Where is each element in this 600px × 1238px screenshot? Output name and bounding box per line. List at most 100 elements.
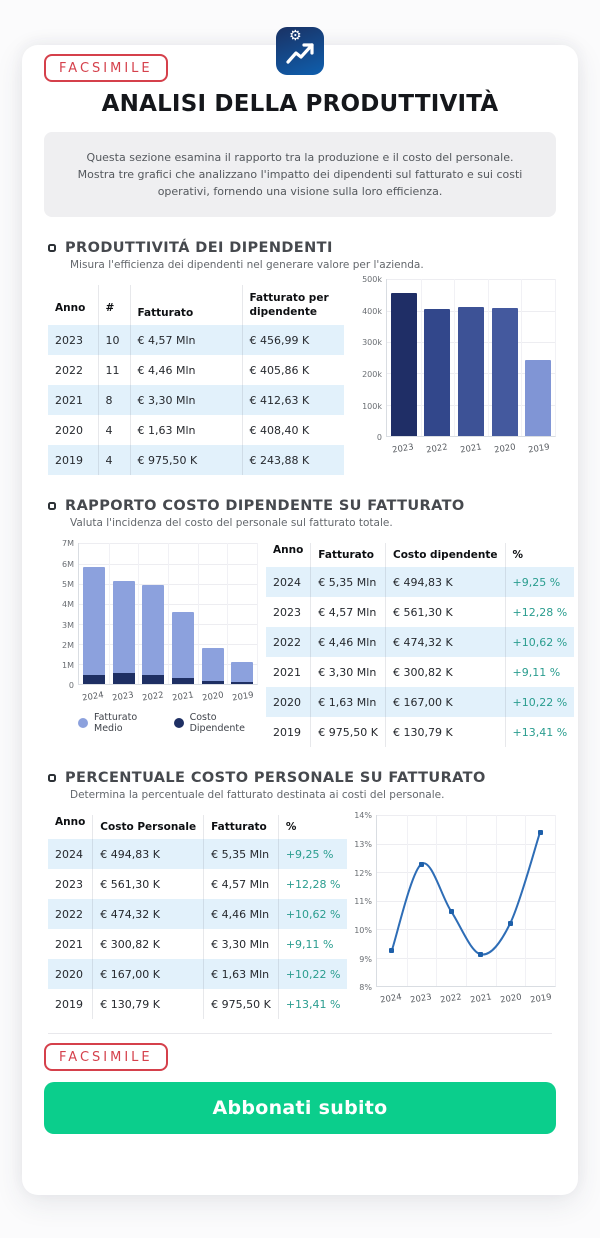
trend-arrow-icon [286, 43, 314, 64]
column-header: % [285, 821, 297, 834]
column-header: Anno [48, 280, 99, 321]
y-tick-label: 8% [359, 983, 372, 993]
table-cell: 4 [98, 415, 131, 446]
bar-segment-fatturato [231, 662, 254, 682]
section-cost-percentage: PERCENTUALE COSTO PERSONALE SU FATTURATO… [48, 770, 556, 1020]
bar-segment-costo [171, 678, 194, 685]
x-tick-label: 2021 [459, 442, 483, 456]
table-cell: +12,28 % [285, 877, 341, 891]
x-tick-label: 2020 [493, 442, 517, 456]
data-table: Anno # Fatturato Fatturato per dipendente 20… [48, 280, 344, 476]
table-cell: € 4,46 Mln [310, 627, 386, 658]
y-tick-label: 100k [362, 401, 382, 411]
y-tick-label: 3M [62, 620, 74, 630]
table-row: 2019 4 € 975,50 K € 243,88 K [48, 445, 344, 476]
table-cell: € 4,57 Mln [130, 325, 243, 356]
table-row: 2023 € 4,57 Mln € 561,30 K +12,28 % [266, 597, 574, 628]
table-cell: +9,11 % [512, 665, 561, 679]
report-card: FACSIMILE ANALISI DELLA PRODUTTIVITÀ Que… [22, 45, 578, 1195]
table-row: 2022 11 € 4,46 Mln € 405,86 K [48, 355, 344, 386]
legend-item: Fatturato Medio [78, 712, 154, 734]
table-row: 2023 € 561,30 K € 4,57 Mln +12,28 % [48, 869, 347, 900]
table-cell: € 494,83 K [92, 839, 205, 870]
column-header: Costo Personale [92, 815, 205, 840]
badge-row: FACSIMILE [44, 1043, 556, 1072]
bar-segment-fatturato [112, 581, 135, 674]
table-cell: 10 [98, 325, 131, 356]
facsimile-badge-top: FACSIMILE [44, 54, 168, 82]
data-point-marker [508, 920, 513, 926]
column-header: % [512, 549, 524, 562]
table-cell: € 474,32 K [92, 899, 205, 930]
y-tick-label: 1M [62, 661, 74, 671]
legend-dot-icon [173, 718, 184, 729]
intro-box: Questa sezione esamina il rapporto tra l… [44, 132, 556, 218]
table-cell: 2021 [48, 385, 99, 416]
table-row: 2022 € 4,46 Mln € 474,32 K +10,62 % [266, 627, 575, 658]
column-header: Costo dipendente [385, 543, 506, 568]
table-cell: +13,41 % [512, 725, 568, 739]
table-cell: +13,41 % [285, 997, 341, 1011]
intro-text: Questa sezione esamina il rapporto tra l… [77, 151, 523, 199]
table-cell: € 300,82 K [92, 929, 205, 960]
y-tick-label: 13% [354, 840, 372, 850]
table-row: 2022 € 474,32 K € 4,46 Mln +10,62 % [48, 899, 348, 930]
subscribe-button[interactable]: Abbonati subito [44, 1082, 556, 1135]
table-cell: 2021 [48, 929, 94, 960]
table-cell: € 975,50 K [203, 989, 279, 1020]
section-content: Anno Costo Personale Fatturato% 2024 € 494,8… [48, 810, 556, 1020]
column-header: Anno [48, 810, 94, 835]
table-cell: € 1,63 Mln [310, 687, 386, 718]
table-cell: € 474,32 K [385, 627, 506, 658]
table-cell: 2021 [266, 657, 312, 688]
table-cell: € 4,57 Mln [310, 597, 386, 628]
table-row: 2021 € 300,82 K € 3,30 Mln +9,11 % [48, 929, 347, 960]
y-tick-label: 10% [354, 926, 372, 936]
data-point-marker [389, 948, 395, 954]
line-series [392, 832, 540, 955]
table-cell: 2022 [266, 627, 312, 658]
table-cell: +10,62 % [285, 907, 341, 921]
section-subtitle: Misura l'efficienza dei dipendenti nel g… [70, 259, 424, 272]
table-cell: 2020 [48, 959, 94, 990]
y-tick-label: 400k [362, 306, 382, 316]
column-header: Fatturato [130, 285, 243, 326]
table-cell: +10,22 % [285, 967, 341, 981]
section-subtitle: Valuta l'incidenza del costo del persona… [70, 517, 393, 530]
x-tick-label: 2020 [499, 992, 523, 1007]
table-cell: € 1,63 Mln [203, 959, 279, 990]
table-cell: € 4,57 Mln [203, 869, 279, 900]
table-row: 2020 € 167,00 K € 1,63 Mln +10,22 % [48, 959, 348, 990]
table-row: 2023 10 € 4,57 Mln € 456,99 K [48, 325, 344, 356]
y-tick-label: 11% [354, 897, 372, 907]
table-cell: 2023 [266, 597, 312, 628]
bar [424, 308, 451, 437]
table-cell: € 300,82 K [385, 657, 506, 688]
table-cell: 2023 [48, 869, 94, 900]
table-cell: 2022 [48, 355, 99, 386]
table-cell: € 167,00 K [92, 959, 205, 990]
legend-dot-icon [78, 718, 88, 729]
legend-label: Fatturato Medio [94, 712, 138, 735]
bar-segment-fatturato [171, 611, 194, 679]
x-tick-label: 2022 [141, 690, 165, 705]
table-cell: € 5,35 Mln [203, 839, 279, 870]
x-tick-label: 2020 [201, 690, 225, 705]
table-cell: € 167,00 K [385, 687, 506, 718]
table-cell: 2019 [48, 989, 94, 1020]
table-cell: 2019 [266, 717, 312, 748]
badge-row: FACSIMILE [44, 54, 556, 82]
section-title: RAPPORTO COSTO DIPENDENTE SU FATTURATO [65, 498, 465, 515]
section-bullet-icon [48, 502, 56, 511]
table-cell: +9,11 % [285, 937, 334, 951]
section-title: PRODUTTIVITÁ DEI DIPENDENTI [65, 240, 333, 257]
table-cell: € 975,50 K [130, 445, 243, 476]
table-cell: € 975,50 K [310, 717, 386, 748]
bar-segment-costo [142, 674, 165, 685]
table-row: 2019 € 130,79 K € 975,50 K +13,41 % [48, 989, 347, 1020]
table-cell: +9,25 % [512, 575, 561, 589]
table-row: 2020 4 € 1,63 Mln € 408,40 K [48, 415, 344, 446]
y-tick-label: 2M [62, 640, 74, 650]
gear-icon: ⚙ [289, 28, 302, 44]
y-tick-label: 12% [354, 868, 372, 878]
